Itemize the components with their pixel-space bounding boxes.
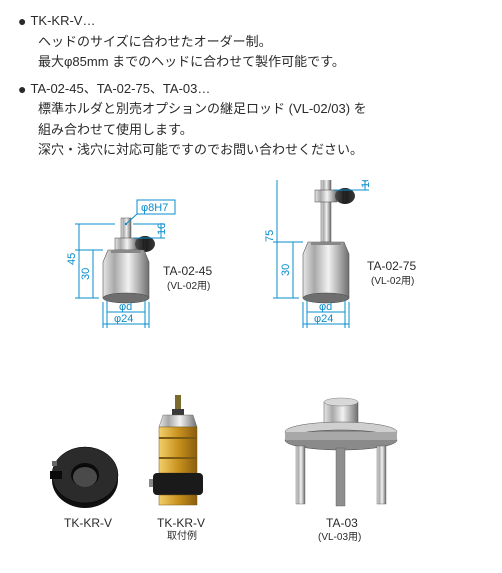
dim-phid: φd — [119, 301, 132, 313]
label-ta0275-sub: (VL-02用) — [371, 276, 414, 287]
diagram-ta-03: TA-03 (VL-03用) — [285, 398, 397, 543]
dim-75: 75 — [264, 230, 276, 242]
section-tk-kr-v: ● TK-KR-V… ヘッドのサイズに合わせたオーダー制。 最大φ85mm まで… — [18, 12, 484, 72]
label-tkkrv: TK-KR-V — [64, 516, 112, 530]
bullet-icon: ● — [18, 80, 26, 100]
diagrams-region: φ8H7 10 45 30 φd φ24 TA-02-45 (VL-02用) — [0, 180, 502, 570]
label-ta0245: TA-02-45 — [163, 264, 212, 278]
diagram-ta-02-45: φ8H7 10 45 30 φd φ24 TA-02-45 (VL-02用) — [66, 200, 212, 328]
section2-line2: 組み合わせて使用します。 — [38, 120, 484, 140]
dim-30: 30 — [80, 268, 92, 280]
diagram-ta-02-75: φ8H7 10 75 30 φd φ24 TA-02-75 (VL-02用) — [264, 180, 416, 328]
dim-45: 45 — [66, 253, 78, 265]
dim-phi24: φ24 — [314, 313, 333, 325]
section2-line3: 深穴・浅穴に対応可能ですのでお問い合わせください。 — [38, 140, 484, 160]
label-ta0275: TA-02-75 — [367, 259, 416, 273]
diagrams-svg: φ8H7 10 45 30 φd φ24 TA-02-45 (VL-02用) — [0, 180, 502, 570]
dim-phid: φd — [319, 301, 332, 313]
section1-line1: ヘッドのサイズに合わせたオーダー制。 — [38, 32, 484, 52]
section1-title: TK-KR-V… — [30, 12, 95, 30]
label-tkkrv2-sub: 取付例 — [167, 529, 197, 542]
diagram-tk-kr-v-ring: TK-KR-V — [50, 447, 118, 530]
label-ta0245-sub: (VL-02用) — [167, 281, 210, 292]
label-ta03-sub: (VL-03用) — [318, 532, 361, 543]
dim-phi8h7: φ8H7 — [141, 202, 168, 214]
dim-10: 10 — [156, 223, 168, 235]
section-ta: ● TA-02-45、TA-02-75、TA-03… 標準ホルダと別売オプション… — [18, 80, 484, 160]
diagram-tk-kr-v-mount: TK-KR-V 取付例 — [149, 395, 205, 542]
dim-10: 10 — [360, 180, 372, 188]
dim-phi24: φ24 — [114, 313, 133, 325]
bullet-icon: ● — [18, 12, 26, 32]
section2-line1: 標準ホルダと別売オプションの継足ロッド (VL-02/03) を — [38, 99, 484, 119]
section2-title: TA-02-45、TA-02-75、TA-03… — [30, 80, 210, 98]
dim-30: 30 — [280, 264, 292, 276]
label-tkkrv2: TK-KR-V — [157, 516, 205, 530]
section1-line2: 最大φ85mm までのヘッドに合わせて製作可能です。 — [38, 52, 484, 72]
label-ta03: TA-03 — [326, 516, 358, 530]
